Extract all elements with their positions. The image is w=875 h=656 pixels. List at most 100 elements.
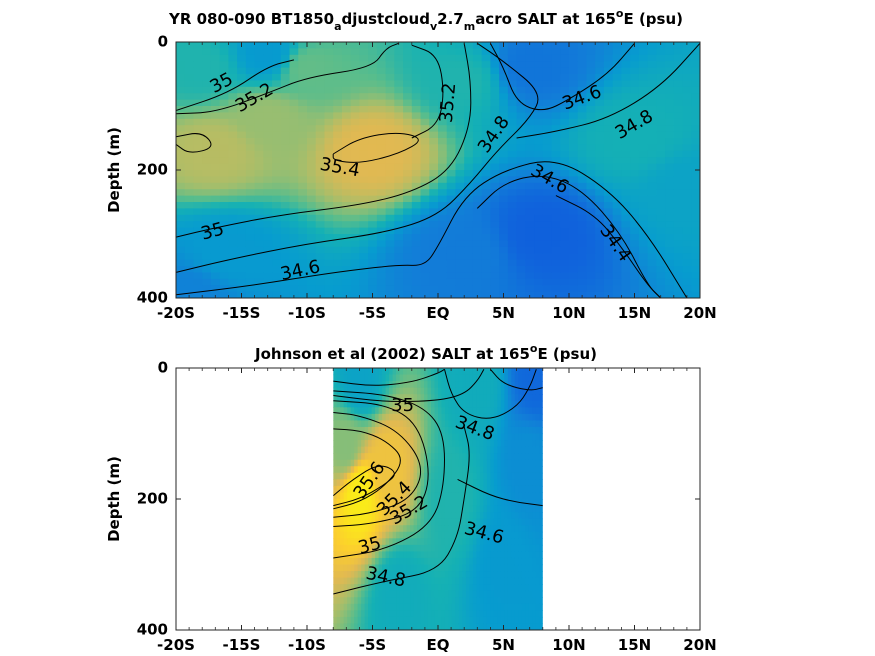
field-cell	[392, 577, 397, 585]
field-cell	[656, 182, 666, 190]
field-cell	[451, 597, 457, 605]
field-cell	[364, 610, 369, 618]
field-cell	[307, 157, 317, 165]
field-cell	[472, 577, 478, 585]
field-cell	[193, 278, 203, 286]
field-cell	[347, 499, 352, 507]
field-cell	[410, 466, 415, 474]
field-cell	[371, 413, 376, 421]
field-cell	[389, 368, 394, 376]
field-cell	[289, 48, 299, 56]
field-cell	[364, 590, 369, 598]
field-cell	[586, 61, 596, 69]
field-cell	[438, 440, 443, 448]
field-cell	[673, 138, 684, 145]
field-cell	[481, 214, 491, 222]
field-cell	[434, 381, 439, 389]
field-cell	[237, 266, 247, 273]
field-cell	[343, 479, 348, 487]
field-cell	[462, 440, 467, 448]
field-cell	[446, 86, 457, 94]
x-tick-label: 20N	[683, 304, 716, 322]
field-cell	[413, 472, 418, 480]
field-cell	[472, 221, 483, 229]
field-cell	[665, 80, 675, 88]
field-cell	[375, 512, 380, 520]
field-cell	[280, 285, 291, 293]
field-cell	[528, 387, 533, 395]
field-cell	[343, 413, 348, 421]
field-cell	[691, 48, 700, 56]
field-cell	[647, 125, 657, 133]
field-cell	[560, 67, 570, 75]
field-cell	[359, 234, 369, 241]
field-cell	[539, 499, 543, 507]
field-cell	[525, 440, 530, 448]
field-cell	[448, 472, 453, 480]
field-cell	[560, 106, 570, 113]
field-cell	[219, 195, 229, 203]
field-cell	[507, 253, 518, 261]
field-cell	[394, 144, 404, 152]
field-cell	[441, 610, 446, 618]
field-cell	[451, 492, 457, 500]
field-cell	[333, 603, 338, 611]
field-cell	[462, 610, 467, 618]
field-cell	[431, 623, 436, 630]
field-cell	[424, 368, 429, 376]
contour-line	[490, 368, 543, 391]
field-cell	[228, 214, 238, 222]
field-cell	[359, 259, 369, 267]
field-cell	[465, 597, 471, 605]
field-cell	[298, 106, 308, 113]
field-cell	[333, 557, 338, 566]
field-cell	[535, 571, 540, 579]
field-cell	[438, 446, 443, 454]
field-cell	[343, 525, 348, 533]
field-cell	[448, 597, 453, 605]
field-cell	[219, 291, 229, 298]
field-cell	[403, 426, 408, 435]
field-cell	[647, 157, 657, 165]
field-cell	[237, 112, 247, 120]
field-cell	[368, 150, 378, 158]
field-cell	[612, 240, 622, 248]
field-cell	[441, 420, 446, 428]
field-cell	[424, 394, 429, 402]
field-cell	[399, 407, 404, 415]
field-cell	[411, 54, 422, 62]
field-cell	[497, 597, 502, 605]
field-cell	[500, 492, 505, 500]
field-cell	[534, 157, 544, 165]
field-cell	[184, 42, 195, 49]
field-cell	[535, 564, 540, 572]
field-cell	[535, 538, 540, 546]
field-cell	[434, 479, 439, 487]
field-cell	[476, 538, 481, 546]
field-cell	[429, 182, 439, 190]
field-cell	[469, 610, 474, 618]
field-cell	[333, 106, 343, 113]
field-cell	[451, 584, 457, 592]
field-cell	[464, 285, 474, 293]
field-cell	[368, 446, 373, 454]
field-cell	[499, 227, 509, 235]
field-cell	[228, 80, 238, 88]
field-cell	[219, 74, 229, 81]
field-cell	[493, 512, 498, 520]
field-cell	[481, 48, 491, 56]
field-cell	[307, 42, 317, 49]
field-cell	[569, 118, 579, 126]
field-cell	[354, 479, 359, 487]
field-cell	[577, 150, 588, 158]
field-cell	[516, 253, 526, 261]
field-cell	[673, 176, 684, 184]
field-cell	[569, 221, 579, 229]
field-cell	[424, 564, 429, 572]
field-cell	[486, 584, 491, 592]
field-cell	[499, 272, 509, 280]
field-cell	[427, 381, 432, 389]
field-cell	[385, 278, 395, 286]
field-cell	[228, 291, 238, 298]
field-cell	[368, 67, 378, 75]
